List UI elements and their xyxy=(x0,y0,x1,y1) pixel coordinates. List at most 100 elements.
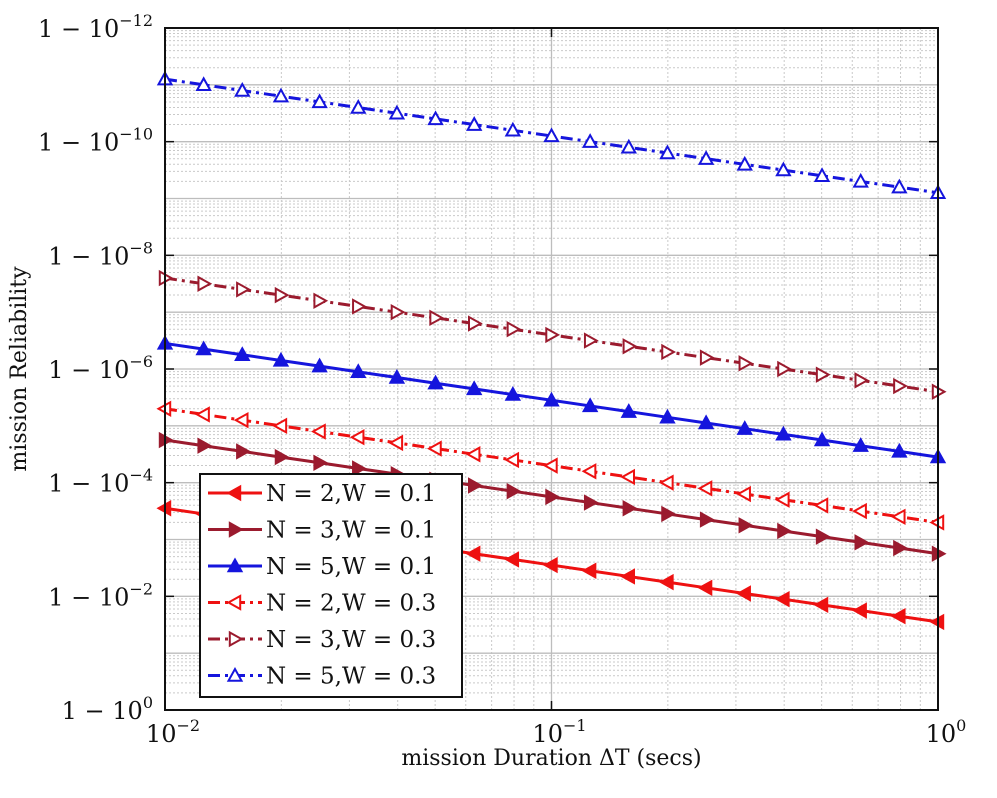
data-point xyxy=(852,172,869,188)
data-point xyxy=(350,99,367,114)
data-point xyxy=(581,463,597,480)
y-tick-label: 1 − 10−8 xyxy=(48,238,153,270)
data-point xyxy=(658,573,674,591)
data-point xyxy=(697,579,713,597)
data-point xyxy=(815,366,831,383)
data-point xyxy=(661,505,677,523)
data-point xyxy=(466,380,483,396)
data-point xyxy=(622,500,638,517)
data-point xyxy=(620,468,635,486)
data-point xyxy=(352,460,367,477)
data-point xyxy=(699,349,715,366)
data-point xyxy=(195,76,212,92)
data-point xyxy=(427,110,444,126)
data-point xyxy=(890,508,906,525)
data-point xyxy=(699,511,715,528)
data-point xyxy=(427,374,444,390)
x-tick-label: 100 xyxy=(926,716,967,748)
legend-marker xyxy=(228,521,244,538)
data-point xyxy=(504,121,522,137)
data-point xyxy=(583,332,599,349)
data-point xyxy=(543,127,560,143)
data-point xyxy=(659,144,676,160)
data-point xyxy=(542,457,558,474)
x-tick-label: 10−2 xyxy=(146,716,200,748)
data-point xyxy=(426,440,442,457)
data-point xyxy=(545,488,561,506)
y-tick-label: 1 − 10−10 xyxy=(38,125,153,157)
y-tick-label: 1 − 100 xyxy=(62,693,153,725)
data-point xyxy=(581,397,599,413)
legend: N = 2,W = 0.1 N = 3,W = 0.1 N = 5,W = 0.1 N… xyxy=(199,473,463,698)
legend-entry: N = 5,W = 0.1 xyxy=(208,554,436,580)
data-point xyxy=(388,434,404,452)
data-point xyxy=(581,562,597,579)
data-point xyxy=(774,590,790,608)
data-point xyxy=(736,585,751,602)
data-point xyxy=(465,545,481,562)
data-point xyxy=(620,568,635,585)
ticks: 10−2 10−1 100 1 − 100 1 − 10−2 1 − 10−4 1 − 10… xyxy=(38,11,966,748)
legend-label: N = 3,W = 0.3 xyxy=(266,627,436,653)
legend-marker xyxy=(226,666,244,682)
series-2 xyxy=(158,431,947,562)
data-point xyxy=(543,391,560,407)
data-point xyxy=(236,443,251,460)
legend-entry: N = 2,W = 0.3 xyxy=(208,591,436,617)
series-5 xyxy=(158,269,947,400)
data-point xyxy=(234,346,251,361)
data-point xyxy=(311,93,328,109)
legend-box xyxy=(199,473,463,698)
series-line xyxy=(164,407,939,524)
data-point xyxy=(350,363,367,379)
data-point xyxy=(429,309,445,327)
data-point xyxy=(233,411,249,429)
data-point xyxy=(506,321,522,338)
data-point xyxy=(736,155,753,171)
legend-label: N = 2,W = 0.3 xyxy=(266,591,436,617)
data-point xyxy=(890,608,906,625)
data-point xyxy=(852,437,869,452)
y-tick-label: 1 − 10−2 xyxy=(48,579,153,611)
data-point xyxy=(272,87,290,103)
legend-label: N = 5,W = 0.3 xyxy=(266,664,436,690)
data-point xyxy=(468,315,483,332)
data-point xyxy=(504,551,520,568)
data-point xyxy=(852,502,867,520)
data-point xyxy=(581,133,599,148)
data-point xyxy=(620,138,637,154)
y-tick-label: 1 − 10−12 xyxy=(38,11,153,43)
data-point xyxy=(813,497,829,514)
data-point xyxy=(815,528,831,545)
data-point xyxy=(545,326,561,344)
data-point xyxy=(311,423,326,440)
data-point xyxy=(813,167,831,182)
data-point xyxy=(620,403,637,418)
data-point xyxy=(736,485,751,503)
data-point xyxy=(661,343,677,361)
y-axis-label: mission Reliability xyxy=(7,266,32,472)
data-point xyxy=(506,482,522,500)
data-point xyxy=(234,81,251,97)
data-point xyxy=(313,292,329,309)
legend-label: N = 5,W = 0.1 xyxy=(266,554,436,580)
data-point xyxy=(893,539,908,557)
data-point xyxy=(854,534,870,551)
legend-marker xyxy=(226,557,244,573)
data-point xyxy=(197,275,213,292)
legend-label: N = 2,W = 0.1 xyxy=(266,481,436,507)
x-tick-label: 10−1 xyxy=(532,716,586,748)
data-point xyxy=(272,417,288,435)
data-point xyxy=(504,386,522,401)
data-point xyxy=(349,429,365,446)
data-point xyxy=(622,338,638,355)
data-point xyxy=(468,477,483,494)
data-point xyxy=(775,425,792,441)
data-point xyxy=(313,454,329,471)
data-point xyxy=(352,298,367,315)
data-point xyxy=(852,602,867,619)
data-point xyxy=(272,351,290,367)
data-point xyxy=(388,104,406,120)
data-point xyxy=(466,116,483,131)
